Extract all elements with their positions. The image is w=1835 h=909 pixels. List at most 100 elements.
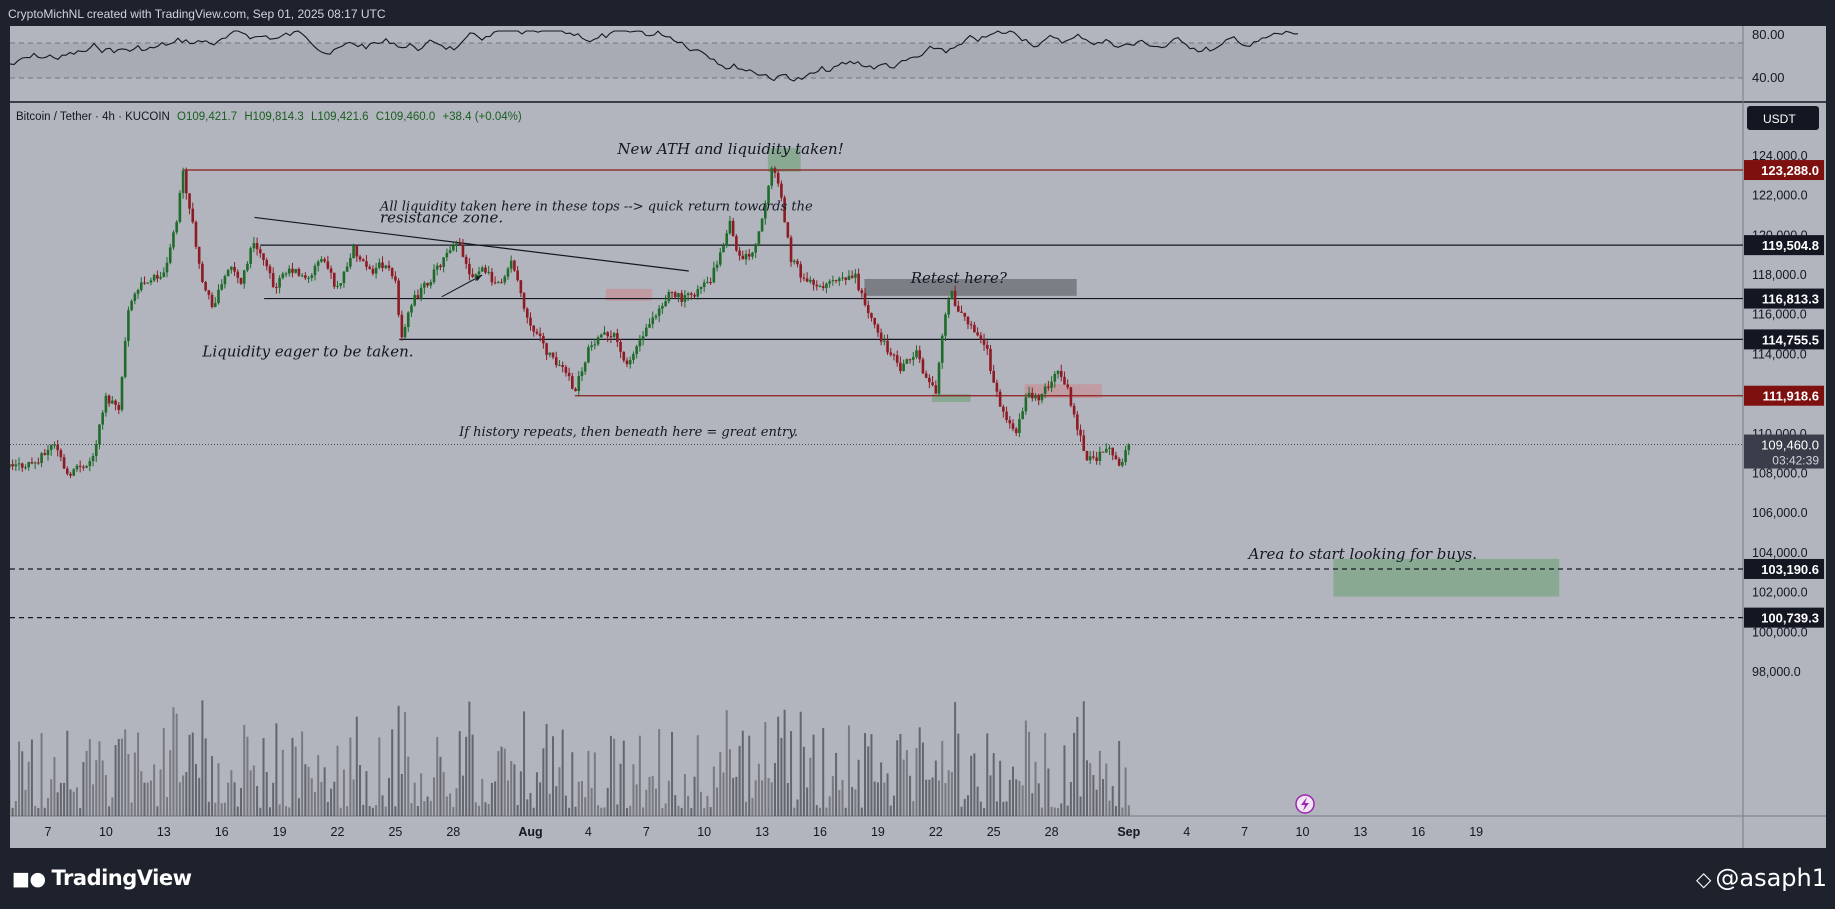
candle: [477, 271, 481, 275]
volume-bar: [860, 807, 863, 816]
candle: [390, 268, 394, 277]
candle: [690, 293, 693, 295]
candle: [275, 286, 278, 288]
volume-bar: [214, 802, 217, 816]
volume-bar: [674, 795, 677, 816]
volume-bar: [925, 779, 928, 816]
candle: [593, 344, 597, 346]
candle: [706, 282, 709, 284]
volume-bar: [735, 776, 738, 816]
candle: [580, 371, 584, 376]
candle: [43, 453, 47, 456]
volume-bar: [114, 745, 117, 816]
candle: [545, 343, 548, 355]
tradingview-logo[interactable]: ■● TradingView: [12, 866, 192, 890]
time-tick-label: 16: [215, 825, 229, 839]
level-label-box: [1744, 160, 1824, 181]
candle: [889, 352, 893, 355]
rsi-pane[interactable]: [10, 30, 1743, 82]
volume-bar: [56, 792, 59, 816]
candle: [966, 316, 970, 325]
symbol-legend[interactable]: Bitcoin / Tether · 4h · KUCOIN O109,421.…: [16, 111, 522, 123]
volume-bar: [1095, 789, 1098, 816]
candle: [857, 273, 860, 291]
candle: [220, 284, 223, 290]
volume-bar: [285, 806, 288, 816]
currency-badge[interactable]: USDT: [1747, 106, 1819, 130]
candle: [838, 278, 841, 282]
candle: [374, 267, 378, 274]
volume-bar: [104, 775, 107, 816]
volume-bar: [664, 803, 667, 816]
candle: [1063, 376, 1066, 385]
candle: [168, 247, 172, 263]
volume-bar: [847, 725, 850, 816]
candle: [770, 168, 774, 186]
candle: [358, 256, 362, 260]
volume-bar: [600, 807, 603, 816]
candle: [185, 170, 188, 194]
time-tick-label: 13: [755, 825, 769, 839]
volume-bar: [185, 772, 188, 816]
candle: [899, 362, 902, 372]
volume-bar: [1127, 805, 1130, 816]
candle: [471, 274, 474, 277]
volume-bar: [725, 710, 728, 816]
annotation-text: Retest here?: [910, 269, 1008, 287]
volume-bar: [912, 801, 915, 816]
volume-bar: [487, 803, 490, 816]
candle: [995, 382, 999, 392]
volume-bar: [455, 788, 458, 816]
candle: [799, 264, 802, 278]
volume-bar: [137, 732, 140, 816]
volume-bar: [1057, 807, 1060, 816]
candle: [709, 282, 712, 284]
volume-bar: [281, 749, 284, 816]
candle: [484, 267, 487, 273]
time-tick-label: 16: [1411, 825, 1425, 839]
candle: [786, 222, 790, 238]
volume-bar: [342, 769, 345, 816]
candle: [651, 317, 655, 325]
lightning-icon[interactable]: [1295, 794, 1315, 814]
candle: [928, 377, 931, 383]
candle: [1121, 462, 1124, 466]
chart[interactable]: New ATH and liquidity taken! All liquidit…: [10, 26, 1826, 848]
level-label: 103,190.6: [1761, 562, 1819, 577]
candle: [233, 266, 236, 272]
volume-bar: [899, 734, 902, 816]
volume-bar: [375, 805, 378, 816]
candle: [616, 333, 619, 342]
candle: [1082, 435, 1086, 451]
volume-bar: [1053, 807, 1056, 816]
chart-frame[interactable]: New ATH and liquidity taken! All liquidit…: [10, 26, 1826, 848]
volume-bar: [494, 781, 497, 816]
rsi-tick-80: 80.00: [1752, 27, 1785, 42]
candle: [1037, 396, 1041, 401]
price-tick-label: 102,000.0: [1752, 586, 1808, 600]
candle: [159, 277, 162, 279]
candle: [1034, 396, 1037, 399]
volume-bar: [741, 730, 744, 816]
volume-bar: [767, 778, 770, 816]
volume-bar: [1002, 801, 1005, 816]
time-axis[interactable]: 7 10 13 16 19 22 25 28 Aug 4 7 10 13 16 19 22 25 28 Sep 4 7 1…: [45, 825, 1484, 839]
candle: [513, 260, 516, 271]
volume-bar: [506, 780, 509, 816]
volume-bar: [941, 740, 944, 816]
candle: [854, 273, 857, 278]
volume-bar: [622, 740, 625, 816]
volume-bar: [278, 804, 281, 816]
candle: [1014, 428, 1018, 434]
volume-bar: [249, 770, 252, 816]
price-tick-label: 100,000.0: [1752, 625, 1808, 639]
volume-bar: [896, 740, 899, 816]
candle: [101, 412, 104, 425]
volume-bar: [98, 741, 101, 816]
candle: [191, 208, 195, 223]
candle: [152, 275, 156, 281]
candle: [500, 282, 503, 284]
price-tick-label: 114,000.0: [1752, 347, 1807, 361]
candle: [532, 325, 536, 332]
volume-bar: [166, 797, 169, 816]
